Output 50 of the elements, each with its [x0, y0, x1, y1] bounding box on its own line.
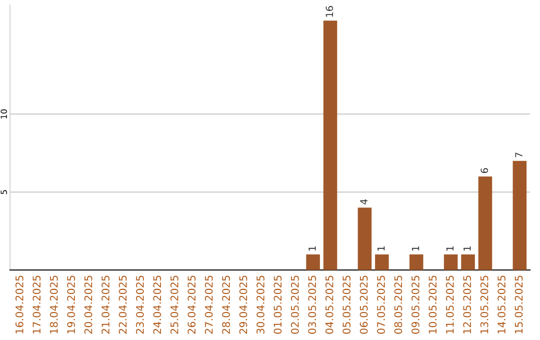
- x-tick-label: 17.04.2025: [32, 276, 41, 334]
- bar: [512, 160, 527, 270]
- x-tick-label: 22.04.2025: [118, 276, 127, 334]
- x-tick-label: 24.04.2025: [153, 276, 162, 334]
- bar: [323, 20, 338, 270]
- data-label: 6: [480, 168, 488, 174]
- data-label: 1: [446, 246, 454, 251]
- x-tick-label: 27.04.2025: [204, 276, 213, 334]
- x-tick-label: 01.05.2025: [274, 276, 282, 334]
- x-tick-label: 05.05.2025: [342, 276, 351, 334]
- x-tick-label: 13.05.2025: [480, 276, 488, 334]
- x-tick-label: 09.05.2025: [412, 276, 420, 334]
- bar: [478, 176, 492, 270]
- x-tick-label: 20.04.2025: [84, 276, 92, 334]
- data-label: 16: [326, 6, 334, 17]
- data-label: 7: [515, 152, 522, 158]
- x-tick-label: 07.05.2025: [377, 276, 385, 334]
- x-tick-label: 10.05.2025: [428, 276, 437, 334]
- x-tick-label: 16.04.2025: [15, 276, 24, 334]
- bar: [444, 254, 458, 270]
- x-tick-label: 23.04.2025: [136, 276, 144, 334]
- x-tick-label: 04.05.2025: [325, 276, 334, 334]
- x-tick-label: 28.04.2025: [222, 276, 230, 334]
- x-tick-label: 30.04.2025: [256, 276, 264, 334]
- y-tick-label: 5: [0, 190, 7, 194]
- x-tick-label: 25.04.2025: [170, 276, 178, 334]
- y-tick-label: 10: [0, 109, 7, 119]
- data-label: 1: [308, 246, 316, 251]
- x-tick-label: 19.04.2025: [67, 276, 76, 334]
- data-label: 1: [464, 246, 471, 251]
- x-tick-label: 21.04.2025: [102, 276, 110, 334]
- x-tick-label: 08.05.2025: [394, 276, 402, 334]
- bar: [306, 254, 320, 270]
- data-label: 1: [412, 246, 420, 251]
- x-tick-label: 14.05.2025: [498, 276, 506, 334]
- x-tick-label: 11.05.2025: [446, 276, 454, 334]
- x-tick-label: 18.04.2025: [50, 276, 58, 334]
- x-tick-label: 03.05.2025: [308, 276, 316, 334]
- bar: [375, 254, 389, 270]
- data-label: 1: [378, 246, 385, 251]
- x-tick-label: 12.05.2025: [463, 276, 472, 334]
- x-tick-label: 29.04.2025: [239, 276, 248, 334]
- x-tick-label: 15.05.2025: [514, 276, 523, 334]
- x-tick-label: 26.04.2025: [188, 276, 196, 334]
- x-tick-label: 06.05.2025: [360, 276, 368, 334]
- bar: [358, 208, 372, 270]
- bar: [409, 254, 424, 270]
- data-label: 4: [360, 199, 368, 204]
- x-tick-label: 02.05.2025: [290, 276, 299, 334]
- bar: [461, 254, 475, 270]
